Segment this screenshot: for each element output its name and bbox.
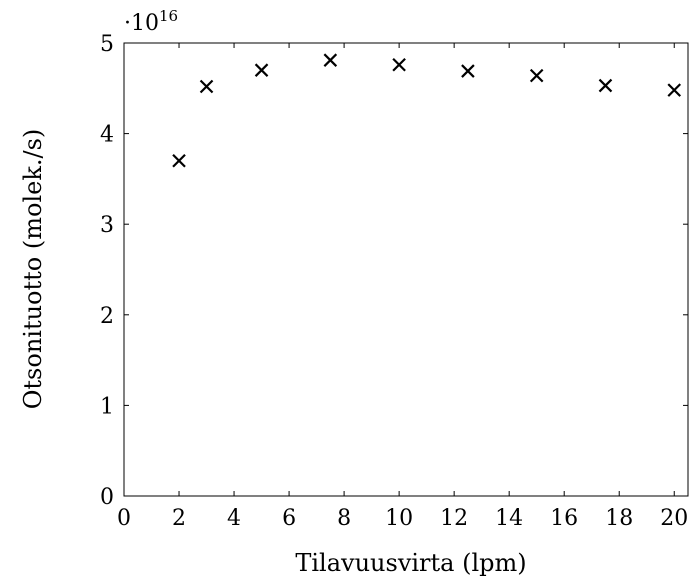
x-tick-label: 8 (337, 506, 351, 531)
y-tick-label: 1 (100, 394, 114, 419)
x-tick-label: 10 (385, 506, 413, 531)
x-tick-label: 16 (550, 506, 578, 531)
y-tick-label: 3 (100, 213, 114, 238)
y-multiplier-label: ·1016 (124, 7, 178, 36)
x-axis-ticks: 0 2 4 6 8 10 12 14 16 18 20 (117, 43, 688, 531)
y-tick-label: 0 (100, 485, 114, 510)
x-tick-label: 4 (227, 506, 241, 531)
y-multiplier-exponent: 16 (159, 7, 178, 25)
data-point-marker (529, 68, 544, 83)
x-tick-label: 14 (495, 506, 523, 531)
data-point-marker (172, 154, 186, 168)
data-point-marker (461, 64, 475, 78)
plot-frame (123, 42, 689, 497)
data-point-marker (323, 53, 338, 67)
x-tick-label: 20 (660, 506, 688, 531)
data-markers (172, 53, 682, 168)
y-axis-label: Otsonituotto (molek./s) (19, 129, 47, 410)
x-tick-label: 12 (440, 506, 468, 531)
y-axis-ticks: 0 1 2 3 4 5 (100, 32, 688, 510)
y-multiplier-base: ·10 (124, 11, 159, 36)
data-point-marker (199, 79, 214, 94)
y-tick-label: 4 (100, 123, 114, 148)
x-tick-label: 2 (172, 506, 186, 531)
x-tick-label: 6 (282, 506, 296, 531)
y-tick-label: 2 (100, 304, 114, 329)
data-point-marker (598, 78, 613, 93)
data-point-marker (392, 57, 406, 72)
y-tick-label: 5 (100, 32, 114, 57)
x-axis-label: Tilavuusvirta (lpm) (295, 549, 526, 577)
data-point-marker (254, 63, 269, 77)
x-tick-label: 18 (605, 506, 633, 531)
x-tick-label: 0 (117, 506, 131, 531)
data-point-marker (667, 83, 682, 97)
